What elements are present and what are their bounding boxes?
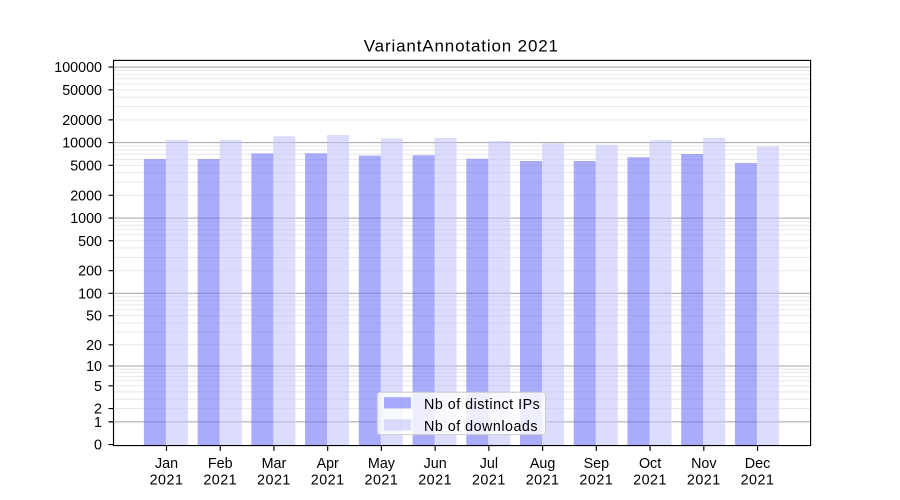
- svg-text:5000: 5000: [70, 158, 102, 174]
- svg-text:10: 10: [86, 359, 102, 375]
- svg-text:50: 50: [86, 309, 102, 325]
- svg-text:500: 500: [78, 234, 102, 250]
- svg-text:May: May: [368, 456, 396, 472]
- svg-text:1000: 1000: [70, 211, 102, 227]
- svg-text:Nov: Nov: [691, 456, 717, 472]
- svg-text:2021: 2021: [150, 473, 184, 489]
- svg-text:2021: 2021: [472, 473, 506, 489]
- svg-text:50000: 50000: [62, 83, 102, 99]
- svg-text:5: 5: [94, 379, 102, 395]
- svg-text:Nb of downloads: Nb of downloads: [424, 419, 538, 435]
- svg-text:2021: 2021: [687, 473, 721, 489]
- svg-text:Aug: Aug: [530, 456, 555, 472]
- svg-text:2000: 2000: [70, 188, 102, 204]
- svg-text:2021: 2021: [579, 473, 613, 489]
- svg-text:Mar: Mar: [262, 456, 287, 472]
- svg-text:2021: 2021: [418, 473, 452, 489]
- svg-text:2021: 2021: [257, 473, 291, 489]
- svg-text:Oct: Oct: [639, 456, 661, 472]
- svg-text:20: 20: [86, 338, 102, 354]
- svg-text:20000: 20000: [62, 113, 102, 129]
- svg-text:100000: 100000: [54, 60, 102, 76]
- svg-text:2021: 2021: [365, 473, 399, 489]
- svg-text:2: 2: [94, 402, 102, 418]
- svg-text:100: 100: [78, 286, 102, 302]
- svg-text:Jul: Jul: [480, 456, 498, 472]
- svg-text:10000: 10000: [62, 136, 102, 152]
- svg-text:Jun: Jun: [424, 456, 447, 472]
- svg-text:Feb: Feb: [208, 456, 233, 472]
- svg-text:2021: 2021: [311, 473, 345, 489]
- svg-text:Nb of distinct IPs: Nb of distinct IPs: [424, 397, 540, 413]
- svg-text:VariantAnnotation 2021: VariantAnnotation 2021: [364, 37, 559, 56]
- svg-text:2021: 2021: [741, 473, 775, 489]
- svg-text:2021: 2021: [526, 473, 560, 489]
- svg-text:2021: 2021: [203, 473, 237, 489]
- svg-text:Apr: Apr: [317, 456, 339, 472]
- svg-text:1: 1: [94, 415, 102, 431]
- svg-text:Sep: Sep: [584, 456, 609, 472]
- svg-text:Dec: Dec: [745, 456, 770, 472]
- svg-text:2021: 2021: [633, 473, 667, 489]
- svg-text:200: 200: [78, 264, 102, 280]
- svg-text:0: 0: [94, 438, 102, 454]
- svg-text:Jan: Jan: [155, 456, 178, 472]
